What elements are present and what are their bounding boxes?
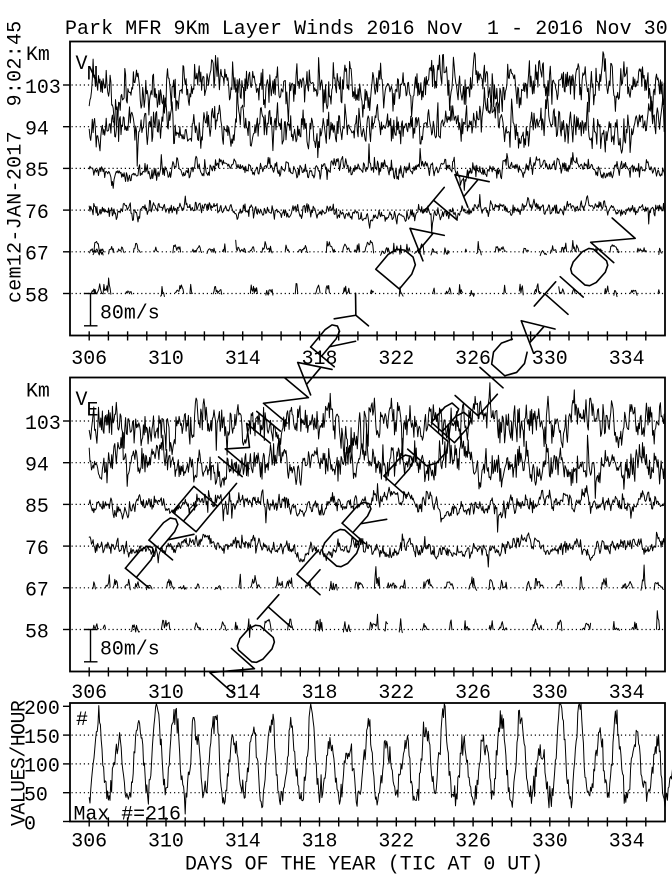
svg-text:310: 310 (148, 347, 184, 370)
svg-text:326: 326 (455, 681, 491, 704)
svg-text:310: 310 (148, 681, 184, 704)
svg-text:318: 318 (302, 681, 338, 704)
svg-text:58: 58 (25, 620, 49, 643)
svg-text:#: # (76, 708, 88, 731)
svg-text:100: 100 (24, 755, 60, 778)
svg-text:306: 306 (71, 347, 107, 370)
svg-text:322: 322 (378, 681, 414, 704)
svg-text:310: 310 (148, 830, 184, 853)
svg-text:80m/s: 80m/s (100, 302, 160, 325)
svg-text:314: 314 (225, 681, 261, 704)
svg-text:334: 334 (609, 830, 645, 853)
svg-text:E: E (87, 399, 99, 422)
svg-text:334: 334 (609, 347, 645, 370)
svg-text:67: 67 (25, 243, 49, 266)
svg-text:50: 50 (24, 784, 48, 807)
svg-text:314: 314 (225, 830, 261, 853)
svg-text:150: 150 (24, 726, 60, 749)
svg-text:Km: Km (26, 380, 50, 403)
svg-text:V: V (76, 52, 88, 75)
svg-text:80m/s: 80m/s (100, 638, 160, 661)
svg-text:Max #=216: Max #=216 (74, 803, 181, 826)
svg-text:76: 76 (25, 537, 49, 560)
svg-text:314: 314 (225, 347, 261, 370)
svg-text:326: 326 (455, 347, 491, 370)
svg-text:0: 0 (24, 812, 36, 835)
svg-text:Km: Km (26, 43, 50, 66)
svg-text:cem12-JAN-2017 9:02:45: cem12-JAN-2017 9:02:45 (4, 20, 27, 303)
svg-text:318: 318 (302, 830, 338, 853)
svg-text:94: 94 (25, 118, 49, 141)
svg-text:200: 200 (24, 697, 60, 720)
svg-text:322: 322 (378, 830, 414, 853)
svg-text:330: 330 (532, 347, 568, 370)
svg-text:103: 103 (25, 76, 61, 99)
svg-text:VALUES/HOUR: VALUES/HOUR (8, 700, 31, 826)
svg-text:334: 334 (609, 681, 645, 704)
svg-text:58: 58 (25, 284, 49, 307)
svg-text:103: 103 (25, 412, 61, 435)
svg-text:330: 330 (532, 681, 568, 704)
svg-text:306: 306 (71, 830, 107, 853)
svg-text:326: 326 (455, 830, 491, 853)
svg-text:DAYS OF THE YEAR (TIC AT 0 UT): DAYS OF THE YEAR (TIC AT 0 UT) (185, 853, 543, 876)
svg-text:330: 330 (532, 830, 568, 853)
svg-text:V: V (76, 388, 88, 411)
svg-text:85: 85 (25, 495, 49, 518)
svg-text:76: 76 (25, 201, 49, 224)
svg-text:322: 322 (378, 347, 414, 370)
svg-text:67: 67 (25, 579, 49, 602)
svg-text:85: 85 (25, 159, 49, 182)
svg-text:306: 306 (71, 681, 107, 704)
svg-text:Park MFR 9Km Layer Winds 2016: Park MFR 9Km Layer Winds 2016 Nov 1 - 20… (65, 17, 668, 40)
svg-text:94: 94 (25, 454, 49, 477)
